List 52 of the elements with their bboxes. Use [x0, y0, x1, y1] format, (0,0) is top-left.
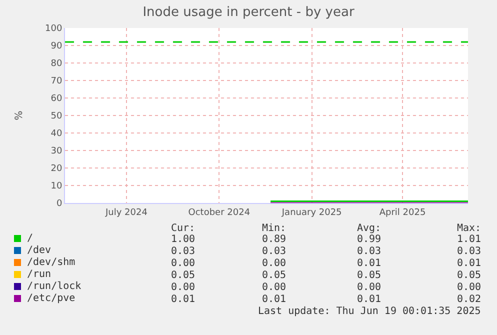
x-tick-label: October 2024 [188, 208, 250, 218]
text: 0.03 [262, 246, 286, 257]
y-tick-label: 40 [50, 129, 62, 140]
text: 0.05 [171, 270, 196, 281]
x-tick-label: January 2025 [280, 208, 342, 218]
legend-label: /run [27, 269, 52, 280]
text: 1.01 [457, 234, 482, 245]
text: 0.01 [262, 294, 286, 305]
text: 0.01 [171, 294, 196, 305]
y-tick-label: 100 [45, 24, 62, 34]
text: 0.99 [357, 234, 382, 245]
text: 0.05 [457, 270, 482, 281]
text: 0.00 [171, 258, 196, 269]
text: 0.00 [262, 258, 286, 269]
text: Last update: Thu Jun 19 00:01:35 2025 [258, 306, 481, 317]
chart-title: Inode usage in percent - by year [142, 5, 355, 20]
y-tick-label: 30 [50, 146, 62, 157]
text: 0.00 [357, 282, 382, 293]
text: 1.00 [171, 234, 196, 245]
legend-label: /dev/shm [27, 257, 76, 268]
text: 0.05 [357, 270, 382, 281]
text: Cur: [171, 223, 196, 234]
legend-label: /dev [27, 245, 52, 256]
text: 0.89 [262, 234, 286, 245]
text: 0.01 [357, 294, 382, 305]
y-tick-label: 0 [56, 199, 62, 210]
text: 0.00 [457, 282, 482, 293]
text: 0.01 [357, 258, 382, 269]
text: Avg: [357, 223, 382, 234]
y-tick-label: 10 [50, 182, 62, 192]
y-tick-label: 80 [50, 59, 62, 70]
y-tick-label: 60 [50, 94, 62, 104]
legend-label: /etc/pve [27, 293, 76, 304]
y-tick-label: 20 [50, 164, 62, 174]
text: 0.03 [171, 246, 196, 257]
x-tick-label: July 2024 [104, 208, 148, 218]
text: 0.00 [171, 282, 196, 293]
text: 0.01 [457, 258, 482, 269]
legend-label: / [27, 233, 34, 244]
y-tick-label: 90 [50, 42, 62, 52]
legend-label: /run/lock [27, 281, 82, 292]
text: 0.03 [357, 246, 382, 257]
text: 0.02 [457, 294, 482, 305]
y-tick-label: 50 [50, 112, 62, 122]
x-tick-label: April 2025 [379, 208, 426, 218]
text: Min: [262, 223, 286, 234]
text: Max: [457, 223, 482, 234]
text: 0.05 [262, 270, 286, 281]
text: 0.00 [262, 282, 286, 293]
y-axis-title: % [14, 110, 26, 120]
y-tick-label: 70 [50, 76, 62, 87]
text: 0.03 [457, 246, 482, 257]
